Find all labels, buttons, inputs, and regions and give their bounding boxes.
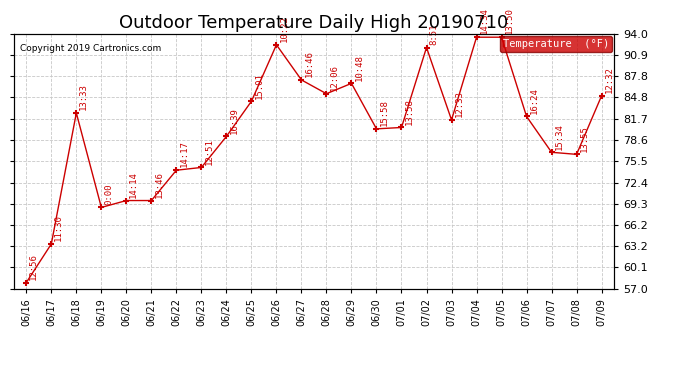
Text: 16:39: 16:39 [229,107,239,134]
Text: 13:55: 13:55 [580,125,589,152]
Text: 13:33: 13:33 [79,83,88,110]
Text: 13:46: 13:46 [155,171,164,198]
Text: 10:48: 10:48 [355,54,364,81]
Text: 12:33: 12:33 [455,90,464,117]
Text: 13:50: 13:50 [504,8,513,34]
Text: 15:01: 15:01 [255,72,264,99]
Text: 8:51: 8:51 [429,23,439,45]
Text: Copyright 2019 Cartronics.com: Copyright 2019 Cartronics.com [20,44,161,53]
Text: 14:34: 14:34 [480,8,489,34]
Text: 14:17: 14:17 [179,141,188,168]
Text: 15:34: 15:34 [555,123,564,150]
Text: 13:58: 13:58 [404,98,413,125]
Text: 12:51: 12:51 [204,138,213,165]
Legend: Temperature  (°F): Temperature (°F) [500,36,612,52]
Text: 16:46: 16:46 [304,50,313,77]
Title: Outdoor Temperature Daily High 20190710: Outdoor Temperature Daily High 20190710 [119,14,509,32]
Text: 12:06: 12:06 [329,64,339,91]
Text: 14:14: 14:14 [129,171,139,198]
Text: 10:22: 10:22 [279,15,288,42]
Text: 11:30: 11:30 [55,214,63,241]
Text: 12:32: 12:32 [604,66,613,93]
Text: 16:24: 16:24 [529,87,539,114]
Text: 0:00: 0:00 [104,183,113,205]
Text: 12:56: 12:56 [29,253,39,280]
Text: 15:58: 15:58 [380,99,388,126]
